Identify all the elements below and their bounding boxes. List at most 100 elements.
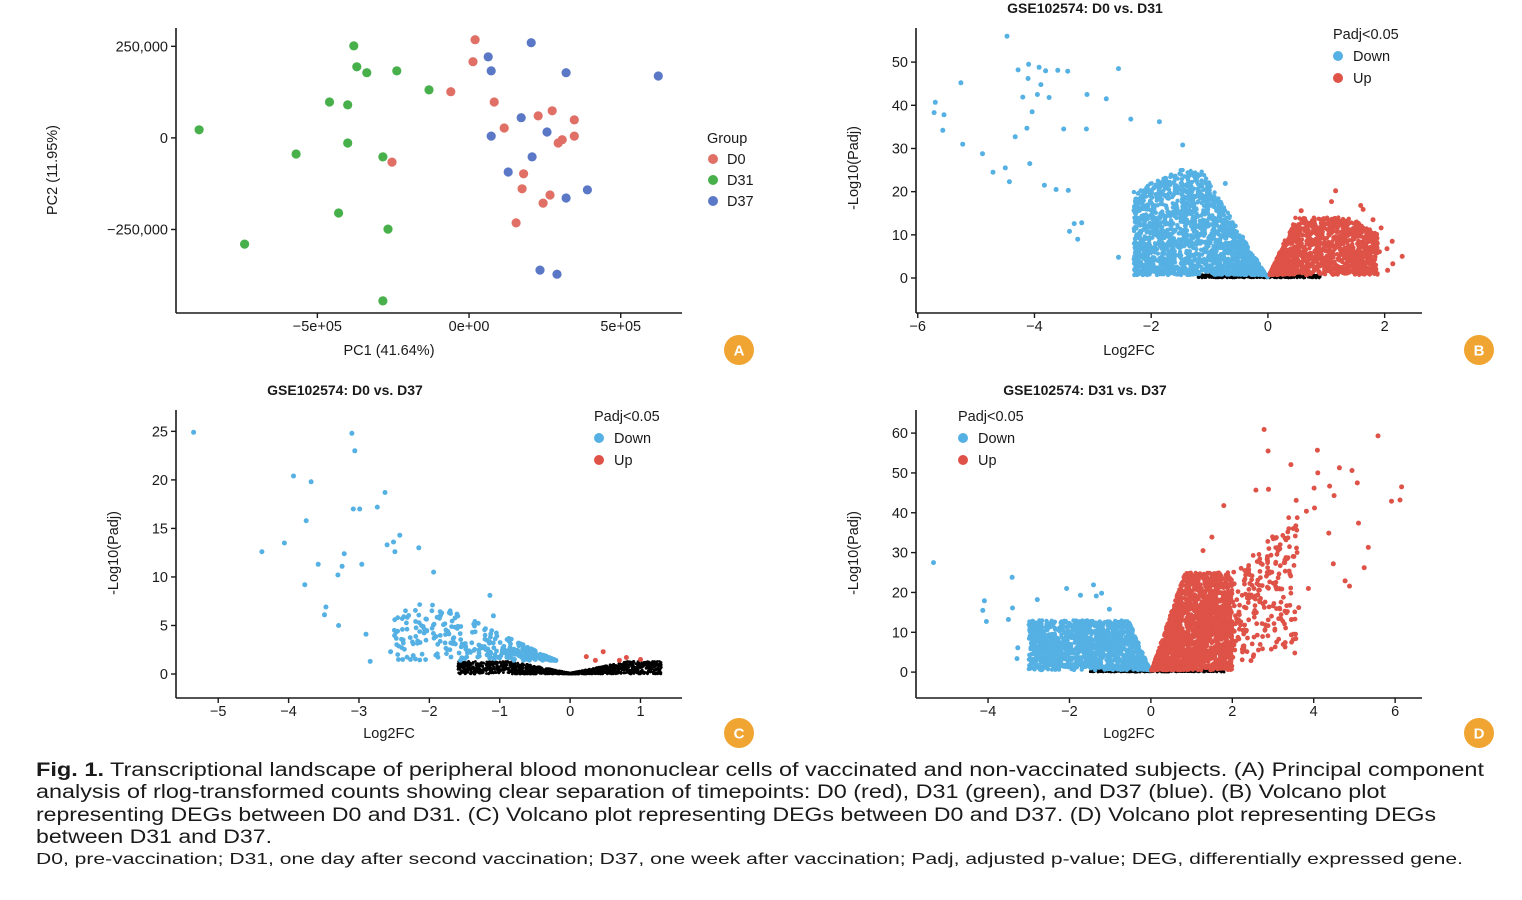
legend-item-down: Down (1333, 49, 1390, 65)
point-down (1156, 216, 1161, 222)
point-up (1323, 260, 1329, 266)
point-down (1161, 228, 1166, 234)
legend-label: Down (1353, 49, 1390, 65)
point-down (1065, 68, 1071, 74)
point-d31 (352, 62, 362, 72)
point-down (1142, 234, 1147, 239)
point-down (1195, 180, 1200, 186)
point-down (1181, 194, 1187, 199)
point-down (1180, 142, 1186, 148)
point-d37 (542, 127, 552, 137)
point-down (1239, 267, 1244, 272)
data-points (194, 35, 663, 306)
point-down (1203, 269, 1209, 274)
point-down (1171, 236, 1177, 241)
point-down (1228, 245, 1233, 250)
point-d31 (349, 41, 359, 51)
point-down (1026, 61, 1032, 67)
point-down (1196, 214, 1201, 219)
point-down (1150, 201, 1155, 207)
legend-marker (708, 154, 718, 164)
point-d31 (383, 224, 393, 234)
point-down (1183, 232, 1188, 237)
point-down (1152, 185, 1157, 190)
point-up (1371, 267, 1376, 272)
point-down (1149, 195, 1155, 200)
point-up (1384, 246, 1390, 252)
point-d37 (527, 152, 537, 162)
point-down (1218, 235, 1224, 240)
point-down (1004, 33, 1010, 39)
point-d37 (526, 38, 536, 48)
x-axis-label: Log2FC (1103, 343, 1155, 359)
point-down (1194, 246, 1199, 252)
point-up (1365, 265, 1370, 271)
point-down (1212, 204, 1217, 209)
point-down (1202, 230, 1207, 235)
point-not-significant (1228, 276, 1232, 280)
point-down (1133, 214, 1139, 220)
point-up (1320, 222, 1326, 228)
point-down (1210, 230, 1216, 236)
x-axis-label: PC1 (41.64%) (343, 343, 434, 359)
point-down (1155, 194, 1161, 199)
point-d0 (545, 190, 555, 200)
point-up (1292, 232, 1297, 237)
point-down (1213, 272, 1219, 277)
point-down (1164, 205, 1169, 211)
point-down (1144, 223, 1149, 228)
point-up (1358, 234, 1363, 239)
point-down (1036, 64, 1042, 70)
point-down (1132, 254, 1137, 259)
point-down (1160, 235, 1166, 240)
point-up (1333, 223, 1338, 228)
y-tick-label: 0 (160, 131, 168, 147)
point-not-significant (1225, 276, 1229, 280)
point-not-significant (1289, 276, 1292, 280)
point-down (1189, 268, 1194, 273)
point-down (1243, 272, 1248, 277)
point-d0 (499, 123, 509, 133)
point-d31 (392, 66, 402, 76)
point-up (1362, 259, 1368, 264)
point-down (1215, 253, 1221, 259)
point-d37 (516, 113, 526, 123)
point-up (1360, 206, 1366, 212)
point-up (1366, 233, 1372, 238)
point-up (1308, 270, 1313, 275)
point-down (1172, 209, 1177, 214)
point-down (1055, 67, 1061, 73)
point-down (1142, 256, 1148, 261)
point-up (1309, 242, 1315, 248)
point-down (1046, 95, 1052, 100)
point-down (1233, 264, 1239, 270)
point-down (1152, 206, 1157, 211)
point-down (1232, 253, 1237, 258)
legend-marker (1333, 51, 1343, 61)
point-down (1162, 216, 1168, 221)
point-down (1152, 255, 1157, 260)
point-down (1150, 247, 1155, 253)
point-down (1191, 220, 1196, 226)
point-down (1190, 216, 1196, 221)
legend-marker (708, 175, 718, 185)
point-down (1223, 265, 1228, 271)
point-down (1215, 216, 1220, 222)
point-up (1347, 227, 1353, 232)
point-up (1292, 272, 1297, 277)
point-down (1222, 181, 1228, 186)
point-down (1116, 254, 1121, 260)
point-up (1311, 264, 1317, 269)
point-down (1174, 203, 1179, 208)
point-down (1143, 194, 1149, 199)
point-down (1160, 201, 1165, 207)
point-not-significant (1202, 275, 1205, 278)
point-down (1043, 68, 1049, 74)
point-down (1222, 241, 1227, 247)
point-down (1217, 241, 1222, 246)
point-up (1269, 272, 1275, 277)
point-d37 (552, 269, 562, 279)
point-down (1219, 270, 1225, 276)
point-down (1197, 233, 1202, 238)
